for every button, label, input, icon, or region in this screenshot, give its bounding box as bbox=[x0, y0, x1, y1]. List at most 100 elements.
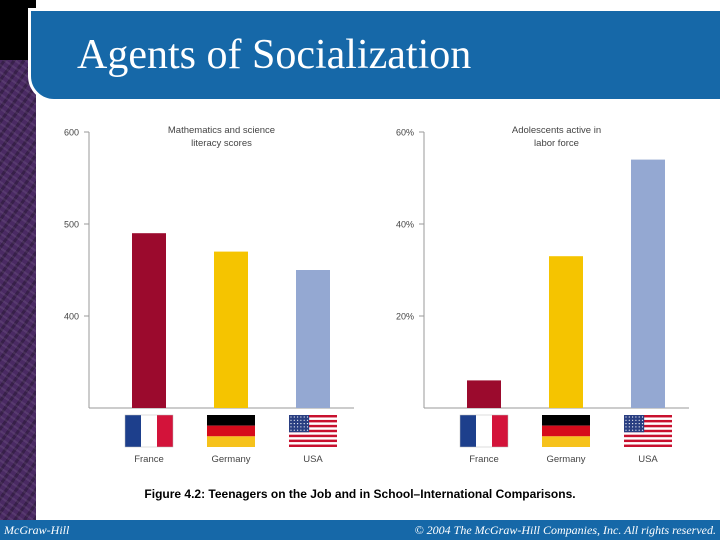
usa-flag-star bbox=[632, 419, 634, 421]
usa-flag-stripe bbox=[289, 444, 337, 447]
usa-flag-star bbox=[290, 419, 292, 421]
france-flag-red bbox=[157, 415, 173, 447]
usa-flag-star bbox=[303, 423, 305, 425]
bar-usa bbox=[296, 270, 330, 408]
category-label: France bbox=[134, 454, 164, 465]
usa-flag-star bbox=[635, 423, 637, 425]
y-tick-label: 500 bbox=[64, 220, 79, 230]
usa-flag-star bbox=[628, 426, 630, 428]
usa-flag-star bbox=[297, 426, 299, 428]
y-tick-label: 60% bbox=[396, 128, 414, 138]
usa-flag-star bbox=[297, 419, 299, 421]
usa-flag-star bbox=[303, 426, 305, 428]
usa-flag-star bbox=[632, 426, 634, 428]
usa-flag-stripe bbox=[289, 419, 337, 423]
usa-flag-star bbox=[628, 416, 630, 418]
title-bar: Agents of Socialization bbox=[28, 8, 720, 102]
usa-flag-stripe bbox=[624, 429, 672, 433]
footer-bar: McGraw-Hill © 2004 The McGraw-Hill Compa… bbox=[0, 520, 720, 540]
usa-flag-star bbox=[632, 429, 634, 431]
usa-flag-star bbox=[628, 419, 630, 421]
y-tick-label: 600 bbox=[64, 128, 79, 138]
usa-flag-stripe bbox=[289, 434, 337, 438]
france-flag-border bbox=[459, 414, 509, 448]
usa-flag-star bbox=[293, 423, 295, 425]
usa-flag-stripe bbox=[624, 434, 672, 438]
usa-flag-star bbox=[297, 416, 299, 418]
usa-flag-star bbox=[638, 419, 640, 421]
usa-flag-star bbox=[635, 416, 637, 418]
usa-flag-star bbox=[300, 426, 302, 428]
y-tick-label: 40% bbox=[396, 220, 414, 230]
chart-title-line: labor force bbox=[534, 138, 579, 149]
usa-flag-stripe bbox=[624, 419, 672, 423]
category-label: Germany bbox=[546, 454, 585, 465]
usa-flag-star bbox=[625, 419, 627, 421]
usa-flag-star bbox=[632, 423, 634, 425]
usa-flag-star bbox=[306, 419, 309, 421]
category-label: USA bbox=[638, 454, 658, 465]
usa-flag-stripe bbox=[289, 415, 337, 418]
y-tick-label: 20% bbox=[396, 312, 414, 322]
usa-flag-star bbox=[293, 429, 295, 431]
france-flag-border bbox=[124, 414, 174, 448]
copyright-notice: © 2004 The McGraw-Hill Companies, Inc. A… bbox=[414, 523, 716, 537]
germany-flag-gold bbox=[542, 436, 590, 447]
bar-germany bbox=[214, 251, 248, 408]
usa-flag-star bbox=[297, 429, 299, 431]
usa-flag-star bbox=[641, 429, 644, 431]
chart-title-line: Adolescents active in bbox=[512, 125, 601, 136]
germany-flag-red bbox=[207, 425, 255, 437]
usa-flag-canton bbox=[624, 415, 645, 433]
usa-flag-stripe bbox=[289, 439, 337, 443]
usa-flag-stripe bbox=[289, 424, 337, 428]
usa-flag-star bbox=[625, 426, 627, 428]
france-flag-white bbox=[141, 415, 157, 447]
usa-flag-star bbox=[290, 429, 292, 431]
usa-flag-star bbox=[300, 419, 302, 421]
usa-flag-star bbox=[638, 429, 640, 431]
usa-flag-star bbox=[625, 423, 627, 425]
usa-flag-star bbox=[306, 426, 309, 428]
usa-flag-stripe bbox=[624, 415, 672, 418]
usa-flag-star bbox=[632, 416, 634, 418]
usa-flag-star bbox=[290, 426, 292, 428]
france-flag-red bbox=[492, 415, 508, 447]
chart-title-line: literacy scores bbox=[191, 138, 252, 149]
usa-flag-star bbox=[635, 419, 637, 421]
usa-flag-stripe bbox=[624, 439, 672, 443]
usa-flag-stripe bbox=[289, 429, 337, 433]
category-label: USA bbox=[303, 454, 323, 465]
usa-flag-star bbox=[300, 423, 302, 425]
usa-flag-star bbox=[303, 419, 305, 421]
category-label: Germany bbox=[211, 454, 250, 465]
usa-flag-star bbox=[641, 416, 644, 418]
bar-usa bbox=[631, 159, 665, 408]
bar-france bbox=[467, 380, 501, 408]
usa-flag-star bbox=[628, 423, 630, 425]
usa-flag-stripe bbox=[624, 424, 672, 428]
figure-caption: Figure 4.2: Teenagers on the Job and in … bbox=[144, 487, 576, 501]
germany-flag-red bbox=[542, 425, 590, 437]
usa-flag-star bbox=[641, 419, 644, 421]
usa-flag-star bbox=[303, 429, 305, 431]
usa-flag-star bbox=[290, 416, 292, 418]
bar-germany bbox=[549, 256, 583, 408]
usa-flag-star bbox=[306, 416, 309, 418]
usa-flag-star bbox=[635, 429, 637, 431]
usa-flag-star bbox=[635, 426, 637, 428]
usa-flag-star bbox=[306, 429, 309, 431]
germany-flag-gold bbox=[207, 436, 255, 447]
usa-flag-star bbox=[625, 429, 627, 431]
usa-flag-star bbox=[638, 426, 640, 428]
usa-flag-star bbox=[641, 423, 644, 425]
usa-flag-star bbox=[306, 423, 309, 425]
charts-area: 400 500 600 Mathematics and science literacy… bbox=[64, 125, 689, 465]
germany-flag-black bbox=[542, 415, 590, 426]
y-tick-label: 400 bbox=[64, 312, 79, 322]
publisher-name: McGraw-Hill bbox=[4, 523, 70, 537]
usa-flag-star bbox=[290, 423, 292, 425]
usa-flag-star bbox=[625, 416, 627, 418]
usa-flag-star bbox=[300, 416, 302, 418]
usa-flag-star bbox=[293, 419, 295, 421]
